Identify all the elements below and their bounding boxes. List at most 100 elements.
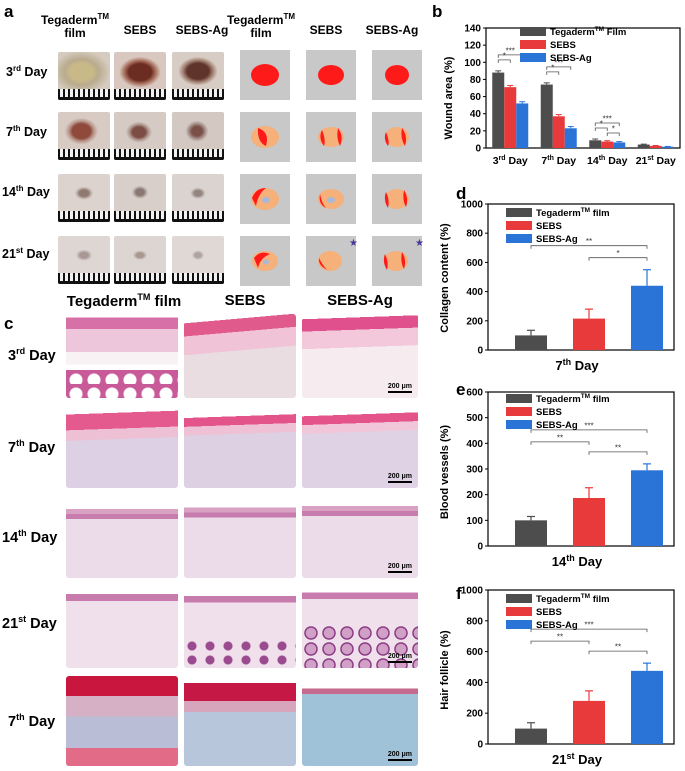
x-tick-label: 3rd Day <box>493 155 528 167</box>
significance-label: ** <box>557 633 563 642</box>
legend-swatch <box>506 420 532 429</box>
legend-label: SEBS-Ag <box>550 53 592 64</box>
significance-label: *** <box>584 421 593 430</box>
legend-label: TegadermTM film <box>536 393 610 405</box>
legend-swatch <box>506 234 532 243</box>
chart-legend: TegadermTM film SEBS SEBS-Ag <box>506 593 610 631</box>
chart-wound-area: Wound area (%) 0 20 40 60 80 100 120 140 3rd Day… <box>443 24 681 167</box>
legend-label: SEBS <box>550 40 576 51</box>
schematic-sebs-ag-day21: ★ <box>372 236 424 286</box>
legend-label: SEBS-Ag <box>536 620 578 631</box>
bar <box>515 335 547 350</box>
chart-legend: TegadermTM film SEBS SEBS-Ag <box>506 393 610 431</box>
histology-masson-sebs-day7 <box>184 676 296 766</box>
y-tick-label: 20 <box>470 126 482 137</box>
y-tick-label: 100 <box>464 58 481 69</box>
legend-swatch <box>520 40 546 49</box>
y-tick-label: 80 <box>470 75 482 86</box>
significance-label: * <box>551 63 554 72</box>
significance-bracket <box>588 650 648 655</box>
schematic-sebs-day3 <box>306 50 356 100</box>
x-axis-label: 14th Day <box>552 553 603 569</box>
bar <box>573 700 605 744</box>
legend-swatch <box>506 394 532 403</box>
schematic-tegaderm-day7 <box>240 112 290 162</box>
significance-label: ** <box>557 433 563 442</box>
bar <box>601 141 614 148</box>
y-tick-label: 140 <box>464 24 481 35</box>
y-tick-label: 1000 <box>461 200 484 211</box>
significance-label: ** <box>586 237 592 246</box>
histology-sebs-ag-day14: 200 μm <box>302 494 418 578</box>
legend-label: TegadermTM film <box>536 593 610 605</box>
significance-bracket <box>530 245 648 249</box>
bar <box>631 470 663 546</box>
schematic-tegaderm-day14 <box>240 174 290 224</box>
chart-legend: TegadermTM film SEBS SEBS-Ag <box>506 207 610 245</box>
panel-c-header-sebs-ag: SEBS-Ag <box>327 292 393 309</box>
wound-photo-tegaderm-day7 <box>58 112 110 160</box>
wound-photo-sebs-ag-day21 <box>172 236 224 284</box>
y-tick-label: 200 <box>466 316 483 327</box>
histology-masson-sebs-ag-day7: 200 μm <box>302 676 418 766</box>
legend-swatch <box>506 620 532 629</box>
significance-bracket <box>606 132 620 136</box>
bar <box>631 670 663 744</box>
significance-label: ** <box>615 443 621 452</box>
bar <box>515 728 547 744</box>
scale-bar: 200 μm <box>387 563 412 573</box>
y-tick-label: 600 <box>466 647 483 658</box>
star-icon: ★ <box>415 238 424 249</box>
y-tick-label: 120 <box>464 41 481 52</box>
y-tick-label: 800 <box>466 229 483 240</box>
histology-sebs-ag-day7: 200 μm <box>302 404 418 488</box>
histology-masson-tegaderm-day7 <box>66 676 178 766</box>
y-axis-label: Collagen content (%) <box>439 223 451 333</box>
significance-label: * <box>600 120 603 129</box>
chart-hair-follicle: Hair follicle (%) 02004006008001000*****… <box>439 586 675 767</box>
significance-bracket <box>530 441 590 445</box>
histology-sebs-day21 <box>184 584 296 668</box>
significance-label: *** <box>554 58 563 67</box>
significance-bracket <box>588 257 648 261</box>
histology-tegaderm-day21 <box>66 584 178 668</box>
wound-photo-sebs-ag-day14 <box>172 174 224 222</box>
histology-sebs-day14 <box>184 494 296 578</box>
bar <box>589 140 602 148</box>
significance-bracket <box>594 122 620 126</box>
panel-a-row-day3: 3rd Day <box>6 64 48 80</box>
histology-sebs-day3 <box>184 314 296 398</box>
y-tick-label: 40 <box>470 109 482 120</box>
legend-label: TegadermTM Film <box>550 26 626 38</box>
significance-bracket <box>530 640 590 645</box>
y-tick-label: 600 <box>466 388 483 399</box>
bar <box>540 84 553 148</box>
bar <box>573 318 605 350</box>
significance-label: ** <box>615 643 621 652</box>
wound-photo-sebs-day21 <box>114 236 166 284</box>
panel-c-row-day3: 3rd Day <box>8 346 56 364</box>
legend-label: SEBS <box>536 407 562 418</box>
histology-tegaderm-day7 <box>66 404 178 488</box>
y-axis-label: Hair follicle (%) <box>439 630 451 710</box>
schematic-sebs-day14 <box>306 174 356 224</box>
y-tick-label: 0 <box>477 740 483 751</box>
legend-label: TegadermTM film <box>536 207 610 219</box>
significance-bracket <box>530 628 648 633</box>
scale-bar: 200 μm <box>387 653 412 663</box>
legend-label: SEBS <box>536 607 562 618</box>
significance-label: *** <box>506 46 515 55</box>
significance-label: *** <box>603 115 612 124</box>
significance-label: *** <box>584 621 593 630</box>
significance-bracket <box>546 71 560 75</box>
wound-photo-sebs-day7 <box>114 112 166 160</box>
scale-bar: 200 μm <box>387 383 412 393</box>
significance-bracket <box>497 59 511 63</box>
schematic-sebs-day21: ★ <box>306 236 358 286</box>
histology-tegaderm-day14 <box>66 494 178 578</box>
wound-photo-sebs-ag-day7 <box>172 112 224 160</box>
panel-c-row-day7: 7th Day <box>8 438 56 456</box>
scale-bar: 200 μm <box>387 751 412 761</box>
panel-e-label: e <box>456 380 466 399</box>
y-axis-label: Blood vessels (%) <box>439 425 451 519</box>
